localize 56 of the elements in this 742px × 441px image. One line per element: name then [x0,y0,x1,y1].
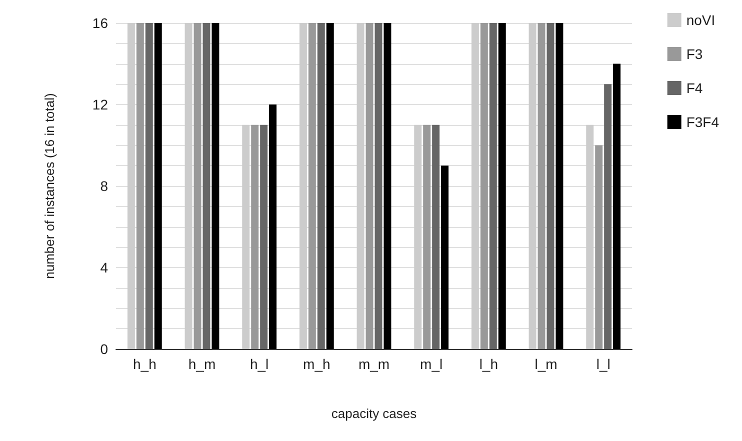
bar [202,23,210,349]
bar [299,23,307,349]
legend-label: noVI [686,12,716,28]
bar [154,23,162,349]
bar [595,145,603,349]
x-tick-label: m_m [358,356,390,372]
bar [414,124,422,349]
legend-label: F4 [686,80,703,96]
y-tick-label: 8 [100,178,108,194]
x-tick-label: h_m [188,356,216,372]
bar [423,124,431,349]
x-tick-label: l_m [534,356,558,372]
x-tick-label: l_l [596,356,610,372]
bar [356,23,364,349]
bar [136,23,144,349]
bar [471,23,479,349]
x-tick-label: h_h [132,356,156,372]
bar [251,124,259,349]
y-tick-label: 4 [100,260,108,276]
bar [384,23,392,349]
bar [212,23,220,349]
bar [308,23,316,349]
bar [546,23,554,349]
legend-label: F3 [686,46,703,62]
bar [528,23,536,349]
bar [260,124,268,349]
bar [194,23,202,349]
legend-label: F3F4 [686,114,720,130]
bar [604,84,612,349]
bar [613,64,621,349]
bar [374,23,382,349]
bar [127,23,135,349]
x-axis-title: capacity cases [331,406,418,421]
bar [556,23,564,349]
bar [366,23,374,349]
bar [432,124,440,349]
bar [489,23,497,349]
bar [498,23,506,349]
bar [317,23,325,349]
bar [145,23,153,349]
bar [269,104,277,349]
bar [538,23,546,349]
bar [184,23,192,349]
y-axis-title: number of instances (16 in total) [42,93,57,279]
x-tick-label: m_l [420,356,443,372]
bar [586,124,594,349]
bar [480,23,488,349]
x-tick-label: l_h [479,356,498,372]
x-tick-label: h_l [250,356,269,372]
bar [242,124,250,349]
y-tick-label: 16 [92,15,108,31]
bar [441,166,449,349]
x-tick-label: m_h [303,356,330,372]
bar [326,23,334,349]
y-tick-label: 12 [92,96,108,112]
y-tick-label: 0 [100,341,108,357]
